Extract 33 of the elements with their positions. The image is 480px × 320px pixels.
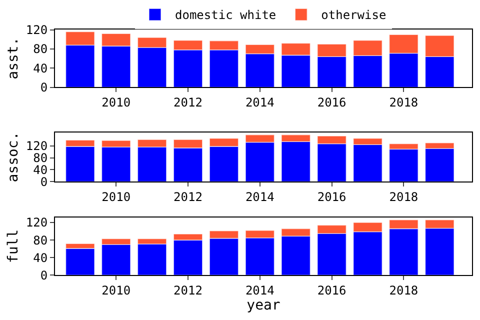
x-tick-label: 2018	[389, 190, 418, 204]
y-tick-label: 80	[33, 42, 48, 56]
x-tick-label: 2014	[245, 284, 274, 298]
y-tick-label: 0	[40, 174, 48, 189]
x-tick-label: 2014	[245, 96, 274, 110]
x-tick-label: 2018	[389, 284, 418, 298]
x-tick-label: 2018	[389, 96, 418, 110]
x-tick-label: 2010	[102, 96, 131, 110]
x-tick-label: 2012	[174, 96, 202, 110]
x-axis-title: year	[246, 298, 280, 314]
y-tick-label: 40	[33, 61, 48, 76]
x-tick-label: 2016	[317, 284, 346, 298]
x-tick-label: 2012	[174, 190, 202, 204]
y-tick-label: 40	[33, 250, 48, 265]
y-tick-label: 80	[33, 150, 48, 165]
legend-label: otherwise	[321, 8, 386, 22]
y-tick-label: 0	[40, 80, 48, 94]
y-axis-title: asst.	[6, 37, 22, 80]
y-tick-label: 120	[26, 139, 48, 154]
x-tick-label: 2012	[174, 284, 202, 298]
x-tick-label: 2016	[317, 96, 346, 110]
y-tick-label: 0	[40, 268, 48, 282]
y-tick-label: 120	[26, 216, 48, 230]
legend-label: domestic white	[175, 8, 276, 22]
x-tick-label: 2016	[317, 190, 346, 204]
x-tick-label: 2014	[245, 190, 274, 204]
x-tick-label: 2010	[102, 284, 131, 298]
x-tick-label: 2010	[102, 190, 131, 204]
y-tick-label: 80	[33, 233, 48, 248]
y-axis-title: assoc.	[6, 132, 22, 182]
y-axis-title: full	[6, 229, 22, 264]
y-tick-label: 40	[33, 162, 48, 177]
y-tick-label: 120	[26, 22, 48, 37]
